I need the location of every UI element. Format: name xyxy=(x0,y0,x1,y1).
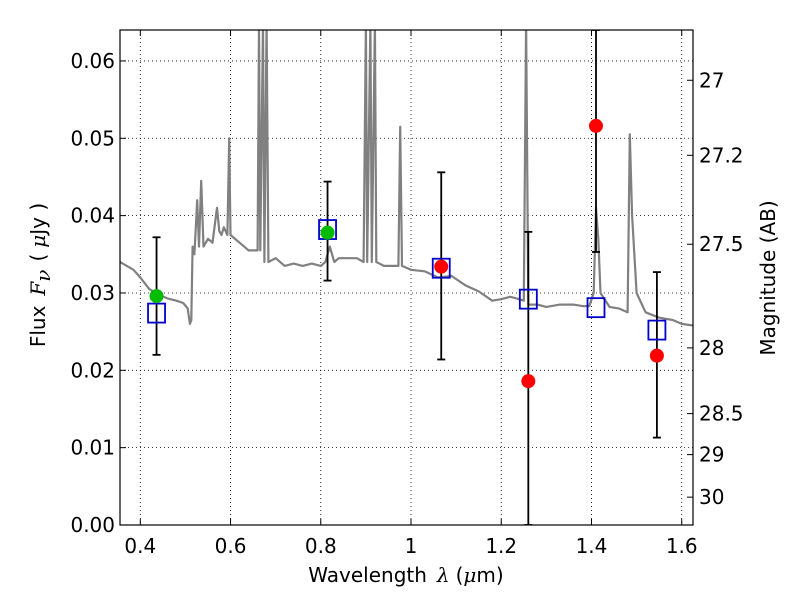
markers xyxy=(147,118,667,389)
model-photometry-square xyxy=(431,257,451,279)
detection-point xyxy=(149,289,164,304)
model-photometry-square xyxy=(518,288,538,310)
y2-tick-label: 27.2 xyxy=(699,143,744,167)
x-tick-label: 0.8 xyxy=(305,534,337,558)
y-tick-label: 0.05 xyxy=(70,126,115,150)
model-photometry-square xyxy=(147,302,166,324)
x-axis-ticks: 0.4 0.6 0.8 1 1.2 1.4 1.6 xyxy=(124,30,698,558)
x-tick-label: 1.4 xyxy=(576,534,608,558)
y2-tick-label: 30 xyxy=(699,485,724,509)
y-tick-label: 0.06 xyxy=(70,49,115,73)
y2-tick-label: 27 xyxy=(699,68,724,92)
y2-tick-label: 28.5 xyxy=(699,402,744,426)
model-spectrum-line xyxy=(120,30,693,327)
x-tick-label: 0.6 xyxy=(215,534,247,558)
model-photometry-square xyxy=(647,319,667,341)
x-tick-label: 1.6 xyxy=(666,534,698,558)
y2-tick-label: 28 xyxy=(699,336,724,360)
model-photometry-square xyxy=(586,297,606,319)
model-spectrum xyxy=(120,30,693,327)
x-tick-label: 1 xyxy=(405,534,418,558)
y-axis-ticks: 0.00 0.01 0.02 0.03 0.04 0.05 0.06 xyxy=(70,49,126,537)
y-tick-label: 0.01 xyxy=(70,436,115,460)
measurement-point xyxy=(521,374,536,389)
y2-axis-label: Magnitude (AB) xyxy=(756,200,780,355)
error-bars xyxy=(152,30,661,525)
grid xyxy=(120,30,693,526)
x-axis-label: Wavelength λ (μm) xyxy=(308,563,503,587)
measurement-point xyxy=(649,348,664,363)
x-tick-label: 1.2 xyxy=(485,534,517,558)
y2-tick-label: 27.5 xyxy=(699,232,744,256)
y2-tick-label: 29 xyxy=(699,443,724,467)
y-tick-label: 0.00 xyxy=(70,513,115,537)
x-tick-label: 0.4 xyxy=(124,534,156,558)
detection-point xyxy=(320,225,335,240)
y-tick-label: 0.02 xyxy=(70,358,115,382)
measurement-point xyxy=(588,118,603,133)
y-tick-label: 0.03 xyxy=(70,281,115,305)
measurement-point xyxy=(434,259,449,274)
y-tick-label: 0.04 xyxy=(70,204,115,228)
y2-axis-ticks: 27 27.2 27.5 28 28.5 29 30 xyxy=(687,68,744,509)
y-axis-label: FluxFν(μJy ) xyxy=(26,203,55,347)
plot-frame xyxy=(119,29,694,526)
